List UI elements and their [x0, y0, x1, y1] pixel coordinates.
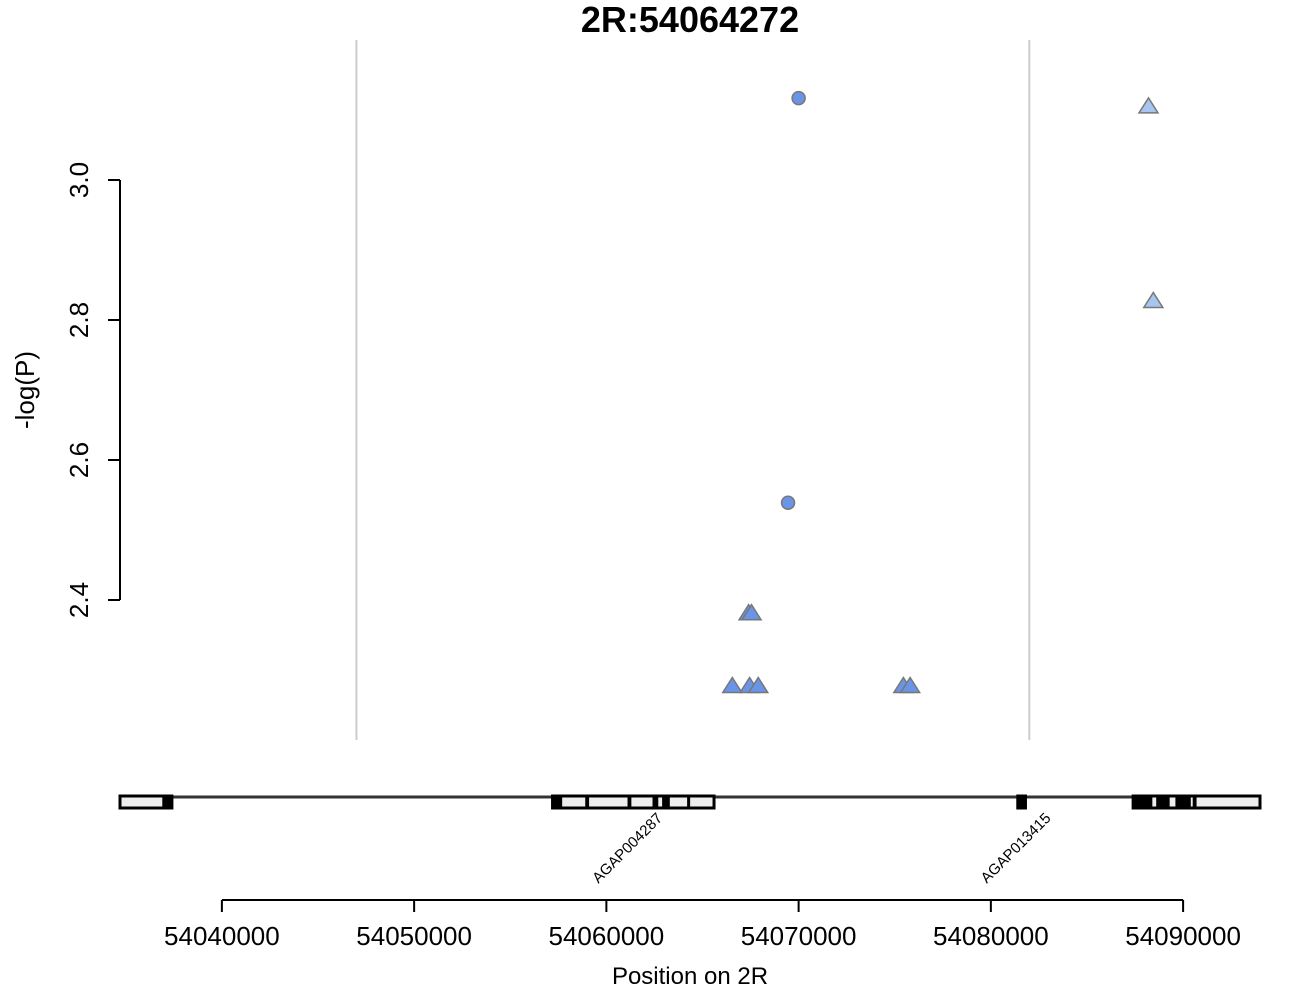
x-axis-label: Position on 2R — [612, 963, 768, 990]
gene-exon — [1175, 796, 1191, 808]
y-axis: 2.4 2.6 2.8 3.0 — [64, 162, 121, 618]
y-tick-label: 2.8 — [64, 302, 94, 338]
gene-exon — [662, 796, 670, 808]
gene-label: AGAP013415 — [978, 810, 1055, 887]
x-axis: 54040000 54050000 54060000 54070000 54080000… — [164, 899, 1241, 951]
snp-point-triangle — [721, 676, 744, 694]
x-tick-label: 54040000 — [164, 921, 280, 951]
snp-point-triangle — [899, 676, 921, 694]
gene-track: AGAP004287 AGAP013415 — [118, 794, 1262, 887]
y-tick-label: 3.0 — [64, 162, 94, 198]
gene-exon — [585, 796, 590, 808]
snp-point-circle — [791, 90, 806, 106]
chart-title: 2R:54064272 — [581, 0, 799, 40]
gene-exon — [627, 796, 632, 808]
gene-exon — [1133, 796, 1153, 808]
x-tick-label: 54080000 — [933, 921, 1049, 951]
gene-exon — [652, 796, 659, 808]
snp-point-circle — [780, 495, 796, 510]
x-tick-label: 54060000 — [549, 921, 665, 951]
gene-exon — [1156, 796, 1170, 808]
data-points — [721, 90, 1165, 694]
y-tick-label: 2.4 — [64, 582, 94, 618]
snp-point-triangle — [1137, 96, 1160, 114]
gene-exon — [1017, 796, 1026, 808]
region-boundary-lines — [355, 40, 1031, 740]
snp-point-triangle — [747, 676, 770, 694]
x-tick-label: 54050000 — [356, 921, 472, 951]
gene-exon — [1192, 796, 1197, 808]
gene-exon — [687, 796, 691, 808]
x-tick-label: 54070000 — [741, 921, 857, 951]
x-tick-label: 54090000 — [1125, 921, 1241, 951]
snp-point-triangle — [740, 603, 763, 621]
gene-exon — [552, 796, 563, 808]
y-tick-label: 2.6 — [64, 442, 94, 478]
gene-exon — [162, 796, 172, 808]
gene-label: AGAP004287 — [589, 810, 666, 887]
y-axis-label: -log(P) — [10, 351, 40, 429]
snp-point-triangle — [1142, 291, 1165, 309]
